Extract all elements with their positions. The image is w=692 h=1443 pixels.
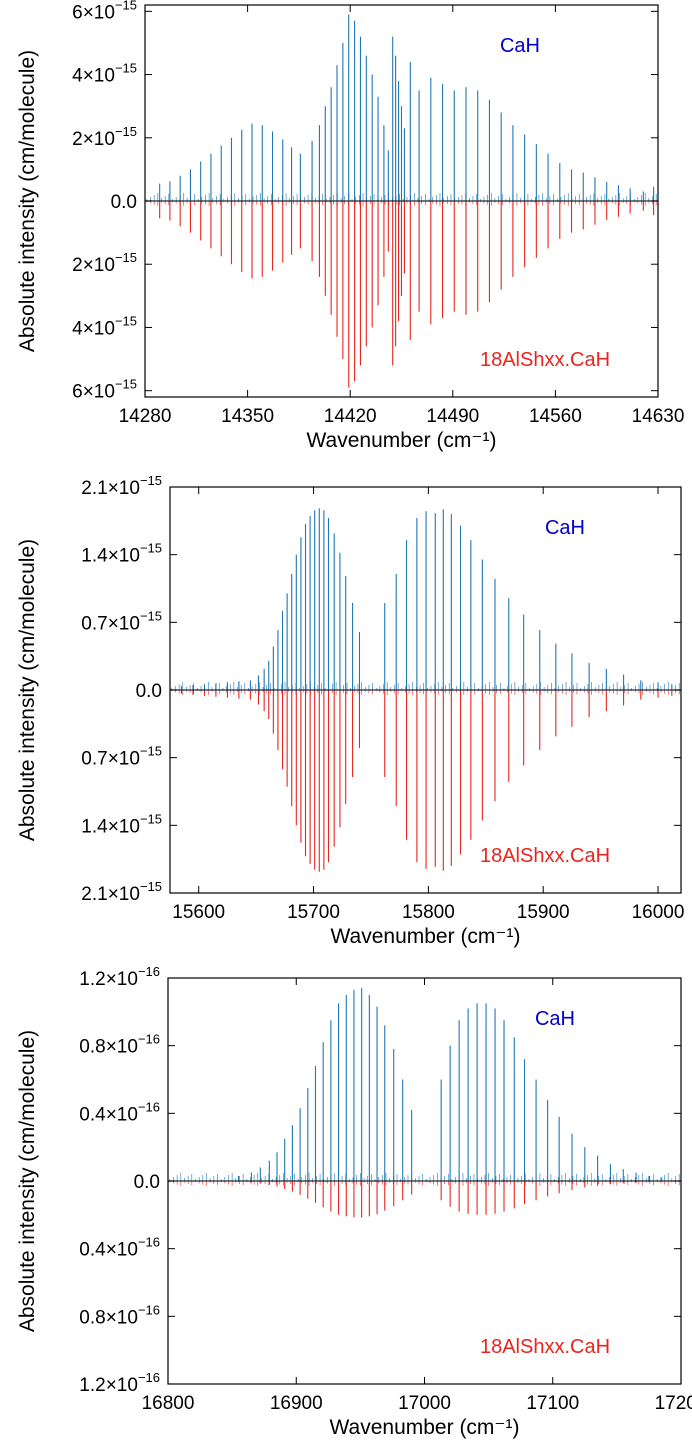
chart-panel-1: 14280 14350 14420 14490 14560 14630 6×10−15 4×1… xyxy=(16,0,684,452)
x-tick-label: 15700 xyxy=(287,902,340,923)
y-tick-label: 0.8×10−16 xyxy=(79,1032,160,1058)
x-axis-label: Wavenumber (cm⁻¹) xyxy=(331,925,521,948)
x-tick-label: 15900 xyxy=(517,902,570,923)
x-tick-label: 17000 xyxy=(398,1393,451,1414)
x-tick-label: 16800 xyxy=(142,1393,195,1414)
y-tick-label: 0.0 xyxy=(134,1172,160,1193)
x-tick-label: 15800 xyxy=(402,902,455,923)
chart-panel-3: 16800 16900 17000 17100 17200 1.2×10−16 0.8×10… xyxy=(16,964,692,1439)
chart-panel-2: 15600 15700 15800 15900 16000 2.1×10−15 1.4×10… xyxy=(16,473,684,948)
x-tick-label: 17200 xyxy=(655,1393,692,1414)
y-tick-label: 1.2×10−16 xyxy=(79,964,160,990)
x-tick-label: 14350 xyxy=(221,406,274,427)
y-tick-label: 0.7×10−15 xyxy=(81,744,162,770)
y-tick-label: 4×10−15 xyxy=(72,313,137,339)
y-axis-label: Absolute intensity (cm/molecule) xyxy=(16,50,39,352)
y-tick-label: 2.1×10−15 xyxy=(81,879,162,905)
x-tick-label: 16900 xyxy=(270,1393,323,1414)
x-tick-label: 16000 xyxy=(632,902,685,923)
y-tick-label: 0.0 xyxy=(111,192,137,213)
legend-18alshxx: 18AlShxx.CaH xyxy=(480,1336,610,1358)
y-tick-label: 6×10−15 xyxy=(72,0,137,23)
x-tick-label: 15600 xyxy=(172,902,225,923)
x-axis-label: Wavenumber (cm⁻¹) xyxy=(330,1416,520,1439)
y-tick-label: 1.2×10−16 xyxy=(79,1370,160,1396)
legend-cah: CaH xyxy=(545,517,585,539)
x-tick-label: 17100 xyxy=(526,1393,579,1414)
x-tick-label: 14560 xyxy=(529,406,582,427)
y-tick-label: 1.4×10−15 xyxy=(81,541,162,567)
y-tick-label: 0.4×10−16 xyxy=(79,1099,160,1125)
y-tick-label: 2×10−15 xyxy=(72,250,137,276)
y-tick-label: 2.1×10−15 xyxy=(81,473,162,499)
y-tick-label: 0.0 xyxy=(136,681,162,702)
legend-18alshxx: 18AlShxx.CaH xyxy=(480,845,610,867)
x-tick-label: 14630 xyxy=(632,406,685,427)
y-tick-label: 0.7×10−15 xyxy=(81,608,162,634)
y-tick-label: 0.8×10−16 xyxy=(79,1302,160,1328)
legend-cah: CaH xyxy=(500,35,540,57)
x-tick-label: 14490 xyxy=(426,406,479,427)
legend-cah: CaH xyxy=(535,1008,575,1030)
legend-18alshxx: 18AlShxx.CaH xyxy=(480,349,610,371)
y-tick-label: 2×10−15 xyxy=(72,124,137,150)
y-axis-label: Absolute intensity (cm/molecule) xyxy=(16,1030,39,1332)
y-tick-label: 4×10−15 xyxy=(72,61,137,87)
x-axis-label: Wavenumber (cm⁻¹) xyxy=(307,429,497,452)
x-tick-label: 14280 xyxy=(119,406,172,427)
x-tick-label: 14420 xyxy=(324,406,377,427)
y-axis-label: Absolute intensity (cm/molecule) xyxy=(16,539,39,841)
y-tick-label: 0.4×10−16 xyxy=(79,1235,160,1261)
y-tick-label: 6×10−15 xyxy=(72,377,137,403)
y-tick-label: 1.4×10−15 xyxy=(81,811,162,837)
